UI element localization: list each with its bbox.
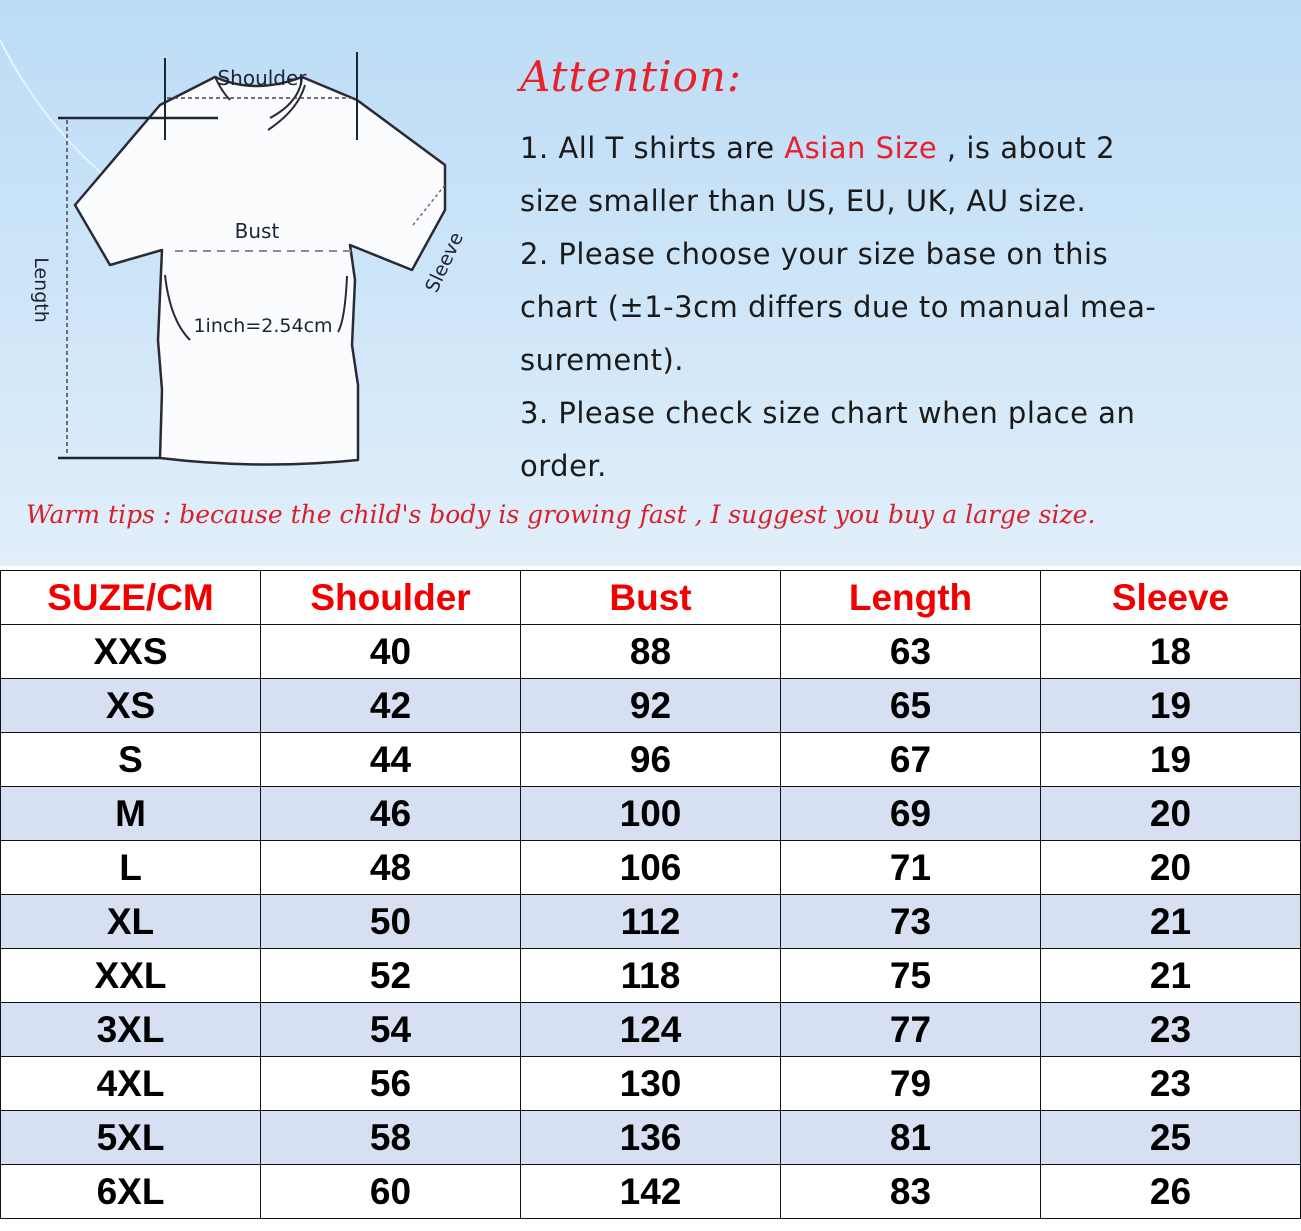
- table-row: 6XL 60 142 83 26: [0, 1164, 1301, 1219]
- table-row: 5XL 58 136 81 25: [0, 1110, 1301, 1165]
- table-cell: 20: [1040, 786, 1301, 841]
- table-cell: 100: [520, 786, 781, 841]
- table-row: XXS 40 88 63 18: [0, 624, 1301, 679]
- table-cell: 42: [260, 678, 521, 733]
- column-header: Length: [780, 570, 1041, 625]
- table-cell: 96: [520, 732, 781, 787]
- table-header-row: SUZE/CM Shoulder Bust Length Sleeve: [0, 570, 1301, 625]
- table-cell: 56: [260, 1056, 521, 1111]
- shoulder-label: Shoulder: [217, 66, 307, 90]
- table-cell: 69: [780, 786, 1041, 841]
- warm-tips: Warm tips : because the child's body is …: [26, 500, 1096, 529]
- table-row: XXL 52 118 75 21: [0, 948, 1301, 1003]
- attention-notes: 1. All T shirts are Asian Size , is abou…: [520, 122, 1290, 493]
- table-row: XL 50 112 73 21: [0, 894, 1301, 949]
- table-row: S 44 96 67 19: [0, 732, 1301, 787]
- table-cell: 21: [1040, 948, 1301, 1003]
- table-cell: 52: [260, 948, 521, 1003]
- table-cell: 50: [260, 894, 521, 949]
- note-line: 1. All T shirts are Asian Size , is abou…: [520, 122, 1290, 175]
- table-cell: 44: [260, 732, 521, 787]
- table-cell: 88: [520, 624, 781, 679]
- table-cell: 19: [1040, 678, 1301, 733]
- note-line: size smaller than US, EU, UK, AU size.: [520, 184, 1087, 218]
- table-cell: 25: [1040, 1110, 1301, 1165]
- table-cell: 5XL: [0, 1110, 261, 1165]
- table-cell: XXS: [0, 624, 261, 679]
- note-line: 2. Please choose your size base on this: [520, 237, 1109, 271]
- note-text: 1. All T shirts are: [520, 131, 785, 165]
- tshirt-measurement-diagram: Shoulder Bust 1inch=2.54cm Length Sleeve: [0, 40, 468, 466]
- table-cell: 83: [780, 1164, 1041, 1219]
- table-cell: S: [0, 732, 261, 787]
- table-cell: 75: [780, 948, 1041, 1003]
- note-line: chart (±1-3cm differs due to manual mea-: [520, 290, 1157, 324]
- length-label: Length: [30, 257, 52, 323]
- table-cell: 136: [520, 1110, 781, 1165]
- note-text: , is about 2: [937, 131, 1116, 165]
- table-cell: 65: [780, 678, 1041, 733]
- table-cell: 79: [780, 1056, 1041, 1111]
- table-row: L 48 106 71 20: [0, 840, 1301, 895]
- table-cell: 63: [780, 624, 1041, 679]
- size-guide-banner: Shoulder Bust 1inch=2.54cm Length Sleeve…: [0, 0, 1301, 566]
- table-cell: 48: [260, 840, 521, 895]
- table-cell: L: [0, 840, 261, 895]
- asian-size-highlight: Asian Size: [784, 131, 938, 165]
- attention-title: Attention:: [520, 52, 743, 101]
- table-cell: 71: [780, 840, 1041, 895]
- table-cell: 60: [260, 1164, 521, 1219]
- table-cell: 3XL: [0, 1002, 261, 1057]
- table-cell: 67: [780, 732, 1041, 787]
- column-header: Bust: [520, 570, 781, 625]
- table-cell: 142: [520, 1164, 781, 1219]
- table-cell: 6XL: [0, 1164, 261, 1219]
- bust-label: Bust: [235, 219, 280, 243]
- note-line: surement).: [520, 343, 684, 377]
- table-cell: 124: [520, 1002, 781, 1057]
- table-row: 4XL 56 130 79 23: [0, 1056, 1301, 1111]
- note-line: order.: [520, 449, 607, 483]
- size-table: SUZE/CM Shoulder Bust Length Sleeve XXS 40 88 6…: [0, 570, 1301, 1219]
- table-cell: 118: [520, 948, 781, 1003]
- table-cell: 19: [1040, 732, 1301, 787]
- table-cell: 40: [260, 624, 521, 679]
- column-header: SUZE/CM: [0, 570, 261, 625]
- conversion-note: 1inch=2.54cm: [193, 315, 332, 337]
- table-cell: 21: [1040, 894, 1301, 949]
- table-cell: 18: [1040, 624, 1301, 679]
- column-header: Sleeve: [1040, 570, 1301, 625]
- table-row: M 46 100 69 20: [0, 786, 1301, 841]
- table-cell: 23: [1040, 1056, 1301, 1111]
- note-line: 3. Please check size chart when place an: [520, 396, 1136, 430]
- table-cell: 81: [780, 1110, 1041, 1165]
- table-cell: 20: [1040, 840, 1301, 895]
- table-cell: 23: [1040, 1002, 1301, 1057]
- table-cell: XXL: [0, 948, 261, 1003]
- table-body: XXS 40 88 63 18 XS 42 92 65 19 S 44 96 67 19 M 46 100 69 20…: [0, 624, 1301, 1219]
- table-cell: M: [0, 786, 261, 841]
- table-cell: 92: [520, 678, 781, 733]
- table-cell: XL: [0, 894, 261, 949]
- table-cell: 46: [260, 786, 521, 841]
- column-header: Shoulder: [260, 570, 521, 625]
- table-cell: 54: [260, 1002, 521, 1057]
- table-cell: 58: [260, 1110, 521, 1165]
- table-cell: 73: [780, 894, 1041, 949]
- table-row: 3XL 54 124 77 23: [0, 1002, 1301, 1057]
- table-cell: 4XL: [0, 1056, 261, 1111]
- table-cell: XS: [0, 678, 261, 733]
- table-cell: 77: [780, 1002, 1041, 1057]
- table-cell: 26: [1040, 1164, 1301, 1219]
- table-row: XS 42 92 65 19: [0, 678, 1301, 733]
- table-cell: 130: [520, 1056, 781, 1111]
- table-cell: 112: [520, 894, 781, 949]
- table-cell: 106: [520, 840, 781, 895]
